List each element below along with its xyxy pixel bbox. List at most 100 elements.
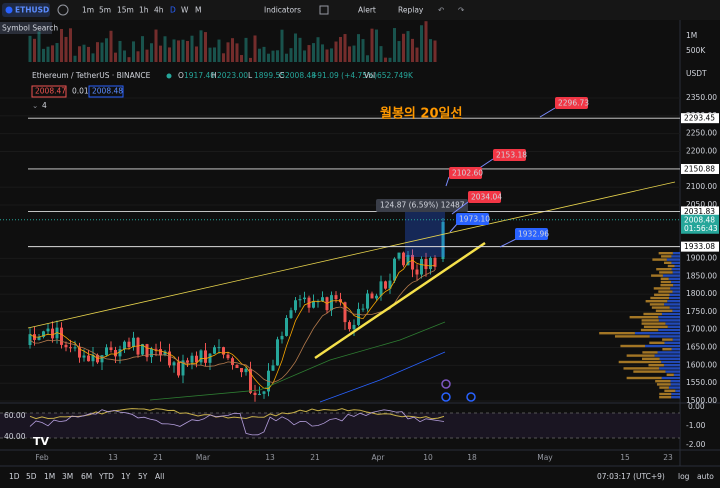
volume-bar	[127, 57, 131, 62]
range-button[interactable]: 1D	[9, 472, 20, 481]
buy[interactable]: 2008.48	[92, 87, 123, 96]
volume-bar	[298, 37, 302, 62]
profile-bar	[654, 293, 670, 296]
level-box	[681, 113, 719, 124]
compare-button[interactable]	[57, 4, 69, 16]
candle-body	[411, 254, 414, 270]
price-tick-label: 1500.00	[686, 396, 717, 405]
volume-bar	[82, 44, 86, 62]
replay-button[interactable]: Replay	[398, 6, 424, 15]
candle-body	[384, 281, 387, 289]
profile-bar	[672, 309, 680, 312]
profile-bar	[660, 280, 672, 284]
event-icon[interactable]	[441, 392, 451, 402]
candle-body	[118, 349, 122, 357]
callout-label: 1932.96	[518, 230, 549, 239]
candle-body	[208, 353, 212, 363]
candle-body	[235, 364, 239, 369]
interval-button[interactable]: 1m	[82, 6, 94, 15]
indicator-toggle[interactable]: ⌄	[32, 101, 38, 110]
callout-box	[468, 191, 501, 203]
profile-bar	[651, 306, 670, 309]
profile-bar	[660, 284, 674, 287]
volume-bar	[420, 25, 423, 62]
interval-button[interactable]: D	[170, 6, 176, 15]
range-button[interactable]: YTD	[98, 472, 114, 481]
interval-button[interactable]: 1h	[139, 6, 149, 15]
log-toggle[interactable]: log	[678, 472, 690, 481]
sell-box[interactable]	[31, 85, 67, 98]
candle-body	[37, 336, 41, 340]
price-tick-label: 1850.00	[686, 271, 717, 280]
interval-button[interactable]: 4h	[154, 6, 164, 15]
symbol-button[interactable]	[2, 3, 50, 17]
range-button[interactable]: 1M	[44, 472, 55, 481]
ohlc-value: 2008.48	[285, 71, 316, 80]
symbol[interactable]: ETHUSD	[15, 6, 49, 15]
volume-bar	[415, 47, 419, 62]
profile-bar	[673, 373, 680, 376]
spread: 0.01	[72, 87, 89, 96]
interval-button[interactable]: 15m	[117, 6, 134, 15]
volume-key: Vol	[364, 71, 375, 80]
templates-button[interactable]	[319, 5, 329, 15]
redo-button[interactable]: ↷	[458, 6, 465, 15]
candle-body	[397, 252, 401, 259]
candle-body	[60, 327, 63, 345]
level-box	[681, 241, 719, 252]
candle-body	[271, 365, 275, 371]
auto-toggle[interactable]: auto	[697, 472, 714, 481]
candle-body	[159, 349, 162, 356]
volume-bar	[190, 35, 194, 62]
profile-bar	[649, 303, 665, 306]
ohlc-value: 1917.40	[184, 71, 215, 80]
interval-button[interactable]: 5m	[99, 6, 111, 15]
event-icon[interactable]	[441, 379, 451, 389]
profile-bar	[662, 348, 672, 351]
time-tick-label: Apr	[372, 453, 386, 462]
buy-box[interactable]	[88, 85, 124, 98]
callout-label: 2296.73	[558, 99, 589, 108]
candle-body	[163, 351, 167, 356]
volume-bar	[141, 36, 144, 62]
time-tick-label: Mar	[196, 453, 211, 462]
profile-bar	[665, 322, 680, 325]
profile-bar	[668, 296, 680, 300]
profile-bar	[668, 386, 680, 389]
candle-body	[240, 368, 243, 373]
candle-body	[46, 328, 50, 332]
profile-bar	[626, 354, 655, 357]
ohlc-key: C	[279, 71, 284, 80]
price-tick-label: 2200.00	[686, 146, 717, 155]
range-button[interactable]: 5D	[26, 472, 37, 481]
range-button[interactable]: 5Y	[138, 472, 148, 481]
range-button[interactable]: 6M	[81, 472, 92, 481]
sell[interactable]: 2008.47	[35, 87, 66, 96]
interval-button[interactable]: M	[195, 6, 201, 15]
profile-bar	[664, 303, 680, 306]
candle-body	[289, 310, 293, 318]
candle-body	[366, 293, 369, 309]
candle-body	[393, 258, 396, 281]
candle-body	[105, 347, 108, 356]
range-button[interactable]: All	[155, 472, 164, 481]
candle-body	[402, 252, 405, 266]
level-box	[681, 206, 719, 217]
profile-bar	[669, 293, 680, 296]
candle-body	[253, 392, 257, 396]
profile-bar	[661, 376, 680, 380]
alert-button[interactable]: Alert	[358, 6, 376, 15]
candle-body	[280, 335, 284, 340]
indicators-button[interactable]: Indicators	[264, 6, 301, 15]
profile-bar	[658, 319, 680, 322]
volume-bar	[145, 49, 149, 62]
range-button[interactable]: 3M	[62, 472, 73, 481]
callout-arrow	[539, 107, 556, 118]
indicator-count[interactable]: 4	[42, 101, 47, 110]
callouts: 2296.73 2153.18 2102.60 2034.04 1973.10 …	[445, 97, 589, 248]
volume-bar	[316, 37, 320, 62]
interval-button[interactable]: W	[181, 6, 189, 15]
undo-button[interactable]: ↶	[438, 6, 444, 15]
event-icon[interactable]	[466, 392, 476, 402]
range-button[interactable]: 1Y	[121, 472, 131, 481]
